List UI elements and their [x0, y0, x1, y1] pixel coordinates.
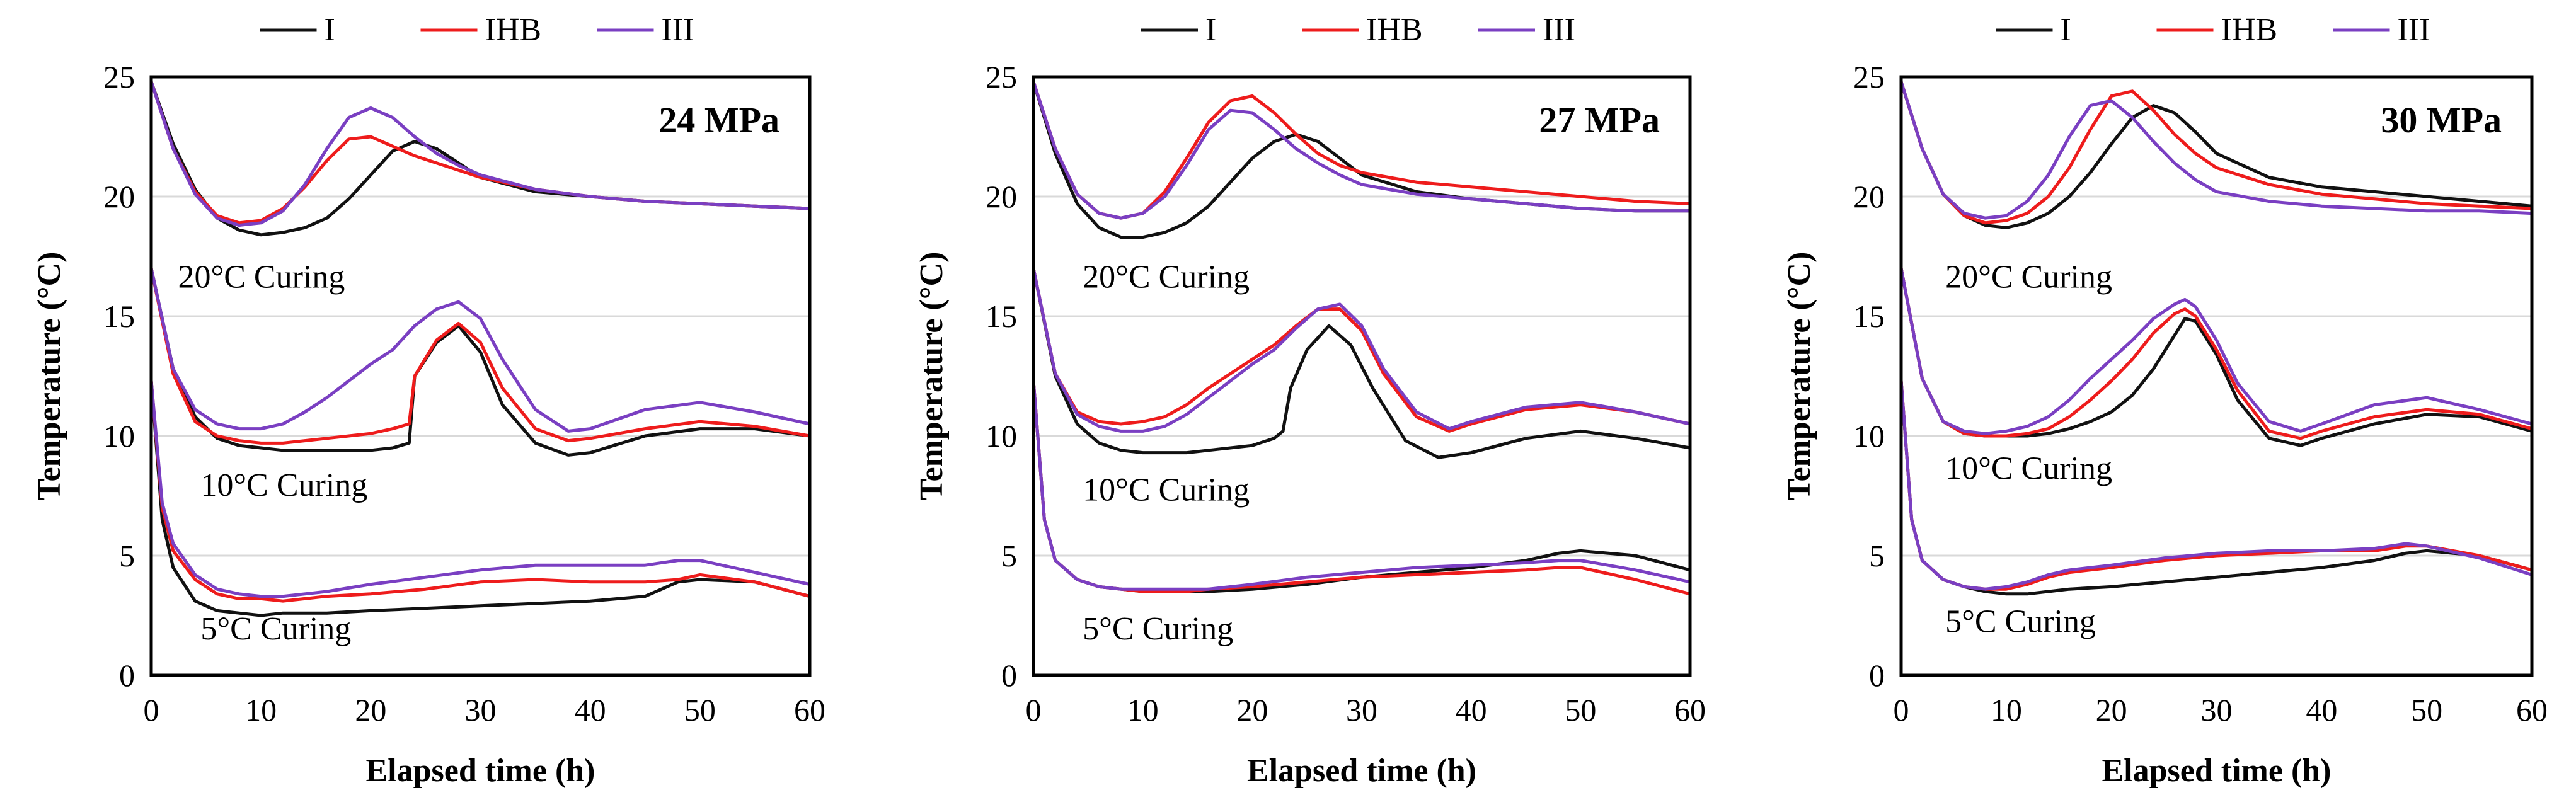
x-tick-label: 20: [355, 692, 386, 728]
x-tick-label: 0: [1026, 692, 1042, 728]
y-tick-label: 15: [1853, 299, 1885, 334]
series-line-iii-20c: [149, 80, 812, 227]
series-line-i-10c: [1032, 266, 1692, 459]
series-line-ihb-10c: [1899, 266, 2534, 440]
curing-label: 5°C Curing: [1945, 604, 2096, 640]
legend-label-i: I: [325, 12, 335, 48]
x-tick-label: 50: [2411, 692, 2442, 728]
x-tick-label: 60: [1674, 692, 1706, 728]
series-line-iii-10c: [149, 266, 812, 433]
panel-title: 27 MPa: [1539, 100, 1660, 140]
x-tick-label: 10: [245, 692, 277, 728]
x-axis-title: Elapsed time (h): [1247, 753, 1476, 789]
x-axis-title: Elapsed time (h): [366, 753, 595, 789]
x-tick-label: 50: [684, 692, 716, 728]
x-tick-label: 0: [144, 692, 159, 728]
x-tick-label: 10: [1991, 692, 2022, 728]
y-axis-title: Temperature (°C): [914, 252, 950, 501]
y-tick-label: 5: [1001, 538, 1017, 573]
y-tick-label: 0: [1869, 658, 1885, 693]
series-line-iii-5c: [1032, 379, 1692, 591]
y-tick-label: 25: [986, 59, 1017, 94]
series-line-i-10c: [149, 266, 812, 457]
series-line-iii-5c: [149, 379, 812, 598]
x-tick-label: 30: [465, 692, 497, 728]
y-tick-label: 0: [119, 658, 135, 693]
chart-panel-1: 0 5 10 15 20 25 0 10 20 30 40 50 60 Elapsed time (h) T…: [32, 12, 825, 789]
legend-label-ihb: IHB: [1366, 12, 1423, 48]
x-tick-label: 30: [1346, 692, 1377, 728]
chart-panel-3: 0 5 10 15 20 25 0 10 20 30 40 50 60 Elapsed time (h) T…: [1781, 12, 2548, 789]
x-tick-label: 60: [794, 692, 825, 728]
y-tick-label: 20: [986, 179, 1017, 214]
curing-label: 20°C Curing: [1083, 259, 1250, 295]
y-tick-label: 15: [103, 299, 135, 334]
legend-label-ihb: IHB: [485, 12, 542, 48]
y-axis-title: Temperature (°C): [32, 252, 67, 501]
y-tick-label: 25: [103, 59, 135, 94]
y-tick-label: 25: [1853, 59, 1885, 94]
y-tick-label: 10: [103, 418, 135, 454]
x-tick-label: 0: [1894, 692, 1909, 728]
series-line-ihb-10c: [1032, 266, 1692, 433]
y-axis-title: Temperature (°C): [1781, 252, 1817, 501]
y-tick-label: 15: [986, 299, 1017, 334]
plot-frame: [1032, 75, 1692, 677]
chart-panel-2: 0 5 10 15 20 25 0 10 20 30 40 50 60 Elapsed time (h) T…: [914, 12, 1706, 789]
series-line-iii-20c: [1899, 80, 2534, 220]
legend-label-i: I: [1205, 12, 1216, 48]
x-tick-label: 40: [575, 692, 606, 728]
x-tick-label: 60: [2516, 692, 2548, 728]
x-axis-title: Elapsed time (h): [2102, 753, 2332, 789]
curing-label: 5°C Curing: [200, 611, 351, 647]
series-line-ihb-20c: [1899, 80, 2534, 225]
plot-frame: [149, 75, 812, 677]
plot-frame: [1899, 75, 2534, 677]
legend-label-i: I: [2061, 12, 2071, 48]
legend-label-iii: III: [1543, 12, 1575, 48]
y-tick-label: 5: [1869, 538, 1885, 573]
curing-label: 20°C Curing: [1945, 259, 2112, 295]
x-tick-label: 40: [2306, 692, 2337, 728]
y-tick-label: 0: [1001, 658, 1017, 693]
legend-label-ihb: IHB: [2221, 12, 2278, 48]
legend-label-iii: III: [2398, 12, 2430, 48]
curing-label: 5°C Curing: [1083, 611, 1233, 647]
y-tick-label: 10: [1853, 418, 1885, 454]
x-tick-label: 20: [1236, 692, 1268, 728]
series-line-ihb-5c: [149, 379, 812, 603]
curing-label: 10°C Curing: [200, 467, 367, 503]
x-tick-label: 30: [2201, 692, 2233, 728]
legend-label-iii: III: [662, 12, 694, 48]
y-tick-label: 10: [986, 418, 1017, 454]
panel-title: 30 MPa: [2381, 100, 2502, 140]
x-tick-label: 50: [1565, 692, 1596, 728]
panel-title: 24 MPa: [658, 100, 779, 140]
y-tick-label: 20: [103, 179, 135, 214]
series-line-iii-10c: [1032, 266, 1692, 433]
series-line-iii-20c: [1032, 80, 1692, 220]
series-line-i-5c: [1899, 379, 2534, 596]
y-tick-label: 20: [1853, 179, 1885, 214]
curing-label: 10°C Curing: [1083, 472, 1250, 508]
curing-label: 10°C Curing: [1945, 450, 2112, 486]
series-line-iii-10c: [1899, 266, 2534, 435]
x-tick-label: 20: [2096, 692, 2127, 728]
x-tick-label: 10: [1127, 692, 1159, 728]
series-line-iii-5c: [1899, 379, 2534, 591]
y-tick-label: 5: [119, 538, 135, 573]
series-line-i-5c: [149, 379, 812, 617]
series-line-ihb-10c: [149, 266, 812, 445]
x-tick-label: 40: [1456, 692, 1487, 728]
curing-label: 20°C Curing: [178, 259, 345, 295]
